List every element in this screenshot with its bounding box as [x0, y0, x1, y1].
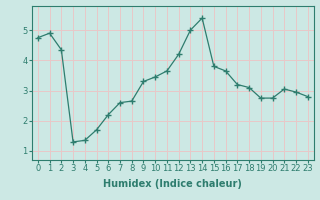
X-axis label: Humidex (Indice chaleur): Humidex (Indice chaleur): [103, 179, 242, 189]
